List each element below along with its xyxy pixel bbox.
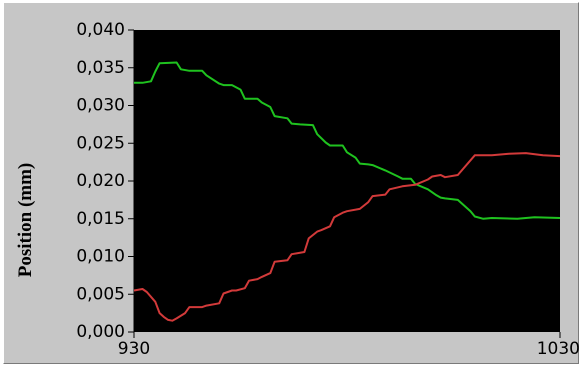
series-line-2 [133, 152, 561, 322]
y-tick-label: 0,035 [76, 58, 125, 78]
axes: 0,000 0,005 0,010 0,015 0,020 0,025 0,030 0,035… [76, 20, 580, 359]
y-tick-label: 0,005 [76, 284, 125, 304]
series-line-1 [134, 61, 561, 220]
plot-area [134, 30, 560, 332]
y-tick-label: 0,000 [76, 322, 125, 342]
y-tick-label: 0,015 [76, 209, 125, 229]
y-tick-label: 0,030 [76, 96, 125, 116]
y-tick-label: 0,040 [76, 20, 125, 40]
x-tick-label: 930 [118, 339, 150, 359]
y-tick-label: 0,020 [76, 171, 125, 191]
y-tick-label: 0,010 [76, 247, 125, 267]
y-tick-label: 0,025 [76, 133, 125, 153]
x-tick-label: 1030 [537, 339, 580, 359]
series-lines [133, 61, 561, 322]
